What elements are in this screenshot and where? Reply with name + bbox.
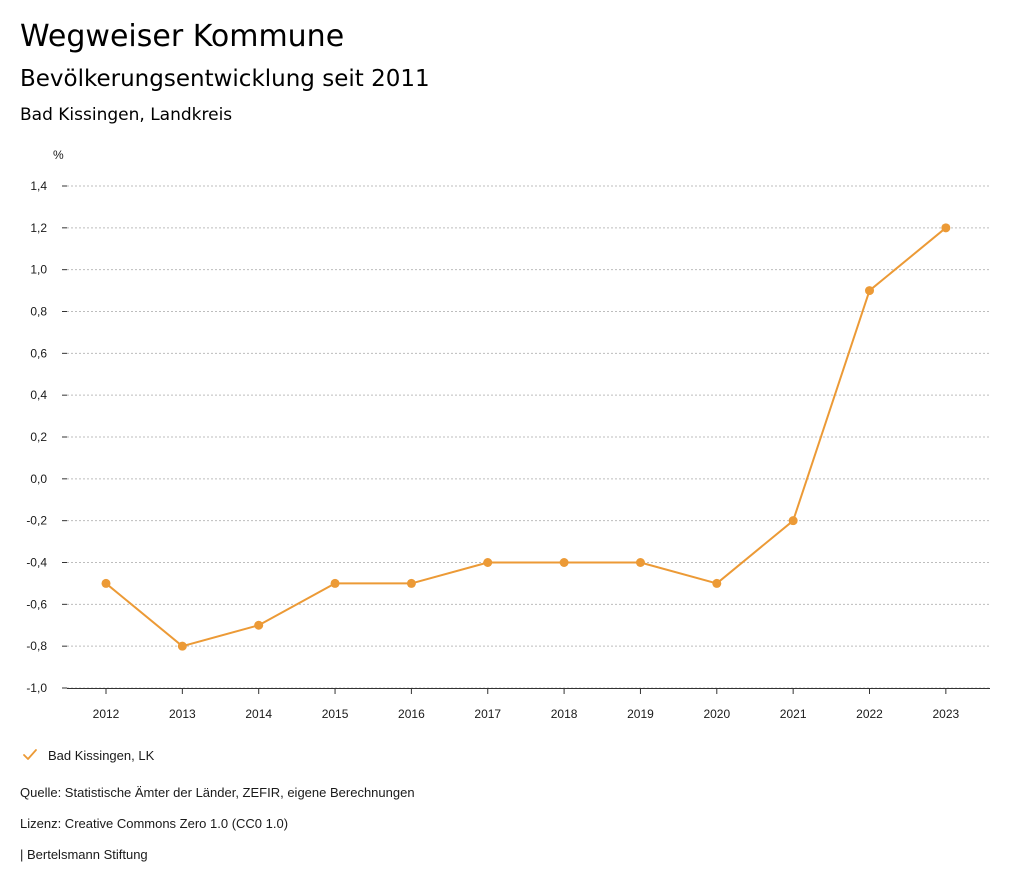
y-tick-label: 1,0 [30, 263, 47, 277]
y-tick-label: 0,2 [30, 430, 47, 444]
x-tick-label: 2014 [245, 707, 272, 721]
x-tick-label: 2015 [322, 707, 349, 721]
checkmark-icon [23, 749, 37, 760]
x-tick-label: 2023 [932, 707, 959, 721]
y-tick-label: 1,4 [30, 179, 47, 193]
data-point[interactable] [330, 578, 340, 588]
data-point[interactable] [483, 558, 493, 567]
data-point[interactable] [865, 286, 874, 296]
legend-label: Bad Kissingen, LK [48, 747, 155, 763]
x-tick-label: 2013 [169, 707, 196, 721]
y-tick-labels: -1,0 -0,8 -0,6 -0,4 -0,2 0,0 0,2 0,4 0,6 0,8 1,0 1,… [26, 179, 47, 695]
data-point[interactable] [406, 578, 416, 588]
x-tick-label: 2021 [780, 707, 807, 721]
y-tick-label: 0,4 [30, 388, 47, 402]
data-point[interactable] [559, 558, 569, 567]
series [101, 223, 951, 651]
data-point[interactable] [635, 558, 645, 567]
data-point[interactable] [941, 223, 951, 233]
y-tick-label: 0,0 [30, 472, 47, 486]
y-tick-label: -1,0 [26, 681, 47, 695]
x-tick-label: 2012 [93, 707, 120, 721]
y-tick-label: 0,8 [30, 305, 47, 319]
data-point[interactable] [254, 620, 264, 630]
y-tick-label: 1,2 [30, 221, 47, 235]
chart-subtitle: Bevölkerungsentwicklung seit 2011 [20, 66, 430, 92]
y-axis-unit-label: % [53, 148, 64, 162]
legend[interactable]: Bad Kissingen, LK [22, 744, 154, 766]
y-tick-label: 0,6 [30, 346, 47, 360]
series-line [105, 227, 947, 648]
line-chart: -1,0 -0,8 -0,6 -0,4 -0,2 0,0 0,2 0,4 0,6 0,8 1,0 1,… [26, 148, 990, 721]
chart-title: Wegweiser Kommune [20, 19, 345, 54]
x-tick-label: 2022 [856, 707, 883, 721]
data-point[interactable] [712, 578, 722, 588]
x-tick-labels: 2012 2013 2014 2015 2016 2017 2018 2019 2020 2021… [93, 688, 960, 721]
region-label: Bad Kissingen, Landkreis [20, 105, 233, 125]
license-note: Lizenz: Creative Commons Zero 1.0 (CC0 1… [20, 816, 289, 831]
y-tick-label: -0,8 [26, 639, 47, 653]
grid-lines [62, 185, 990, 689]
y-tick-label: -0,6 [26, 597, 47, 611]
data-point[interactable] [788, 516, 798, 526]
y-tick-label: -0,2 [26, 514, 47, 528]
data-point[interactable] [101, 578, 111, 588]
x-tick-label: 2017 [474, 707, 501, 721]
x-tick-label: 2018 [551, 707, 578, 721]
brand-credit: | Bertelsmann Stiftung [20, 847, 148, 862]
source-note: Quelle: Statistische Ämter der Länder, Z… [20, 785, 415, 800]
data-point[interactable] [177, 641, 187, 651]
y-tick-label: -0,4 [26, 556, 47, 570]
x-tick-label: 2019 [627, 707, 654, 721]
x-tick-label: 2020 [703, 707, 730, 721]
x-tick-label: 2016 [398, 707, 425, 721]
